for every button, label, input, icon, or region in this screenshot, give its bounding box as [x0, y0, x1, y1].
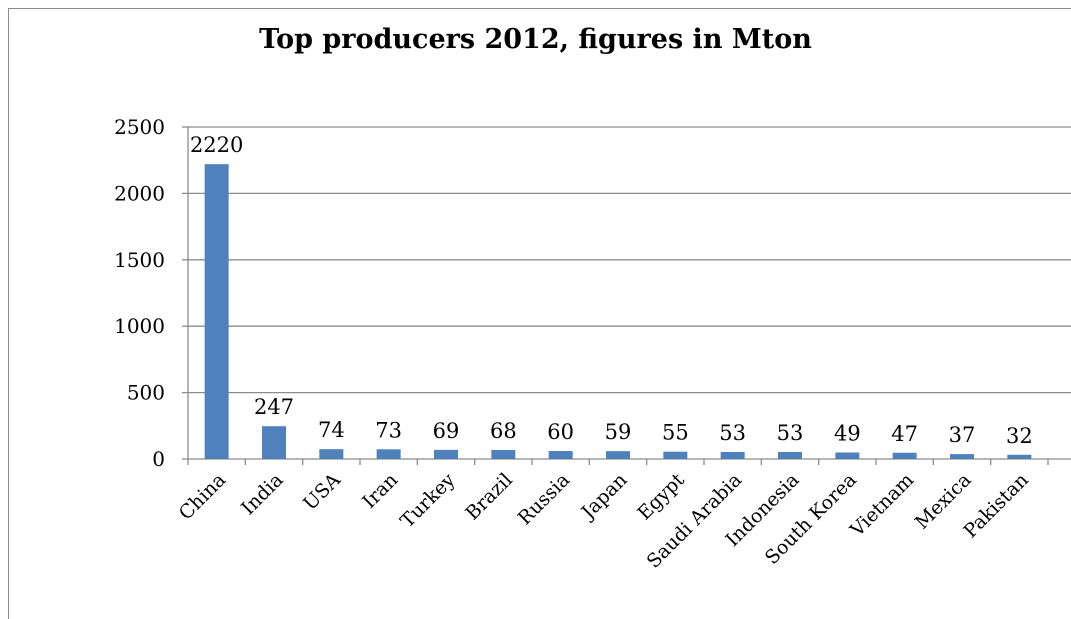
bar	[778, 451, 802, 459]
bar	[262, 426, 286, 459]
data-label: 49	[834, 421, 861, 445]
bar	[434, 449, 458, 459]
bar	[548, 451, 573, 459]
labels: 0 500 1000 1500 2000 2500 2220 China 247 India 74 U…	[114, 115, 1033, 573]
bar	[1007, 454, 1032, 459]
data-label: 32	[1006, 424, 1033, 448]
bars	[204, 164, 1032, 459]
data-label: 37	[949, 423, 976, 447]
category-label: India	[237, 469, 287, 519]
category-label: Turkey	[396, 469, 459, 532]
category-label: Iran	[358, 469, 402, 513]
data-label: 68	[490, 419, 517, 443]
y-tick-label: 0	[152, 447, 165, 471]
data-label: 74	[318, 418, 345, 442]
data-label: 247	[254, 395, 294, 419]
bar	[376, 449, 401, 459]
chart-title: Top producers 2012, figures in Mton	[259, 24, 812, 55]
bar	[491, 449, 516, 459]
chart-frame	[8, 8, 1071, 619]
y-tick-label: 2500	[114, 115, 165, 139]
bar-chart: 0 500 1000 1500 2000 2500 2220 China 247 India 74 U…	[114, 115, 1071, 573]
gridlines	[188, 126, 1071, 394]
y-tick-label: 1500	[114, 248, 165, 272]
bar	[835, 452, 860, 459]
data-label: 2220	[190, 133, 243, 157]
data-label: 69	[433, 419, 460, 443]
y-tick-label: 2000	[114, 181, 165, 205]
bar	[204, 164, 229, 459]
data-label: 47	[891, 422, 918, 446]
data-label: 53	[777, 421, 804, 445]
data-label: 73	[375, 418, 402, 442]
y-tick-label: 1000	[114, 314, 165, 338]
category-label: Vietnam	[845, 469, 918, 542]
bar	[606, 451, 630, 459]
category-label: Russia	[514, 469, 574, 529]
data-label: 59	[605, 420, 632, 444]
category-label: Brazil	[461, 469, 517, 525]
bar	[720, 451, 745, 459]
data-label: 55	[662, 421, 689, 445]
category-label: Egypt	[633, 469, 689, 525]
category-label: USA	[299, 469, 345, 515]
bar	[319, 449, 344, 459]
bar	[950, 454, 974, 459]
bar	[663, 451, 688, 459]
axes	[182, 126, 1071, 465]
y-tick-label: 500	[127, 381, 165, 405]
bar	[892, 452, 917, 459]
data-label: 53	[719, 421, 746, 445]
category-label: Japan	[576, 469, 632, 525]
data-label: 60	[547, 420, 574, 444]
category-label: China	[175, 469, 230, 524]
